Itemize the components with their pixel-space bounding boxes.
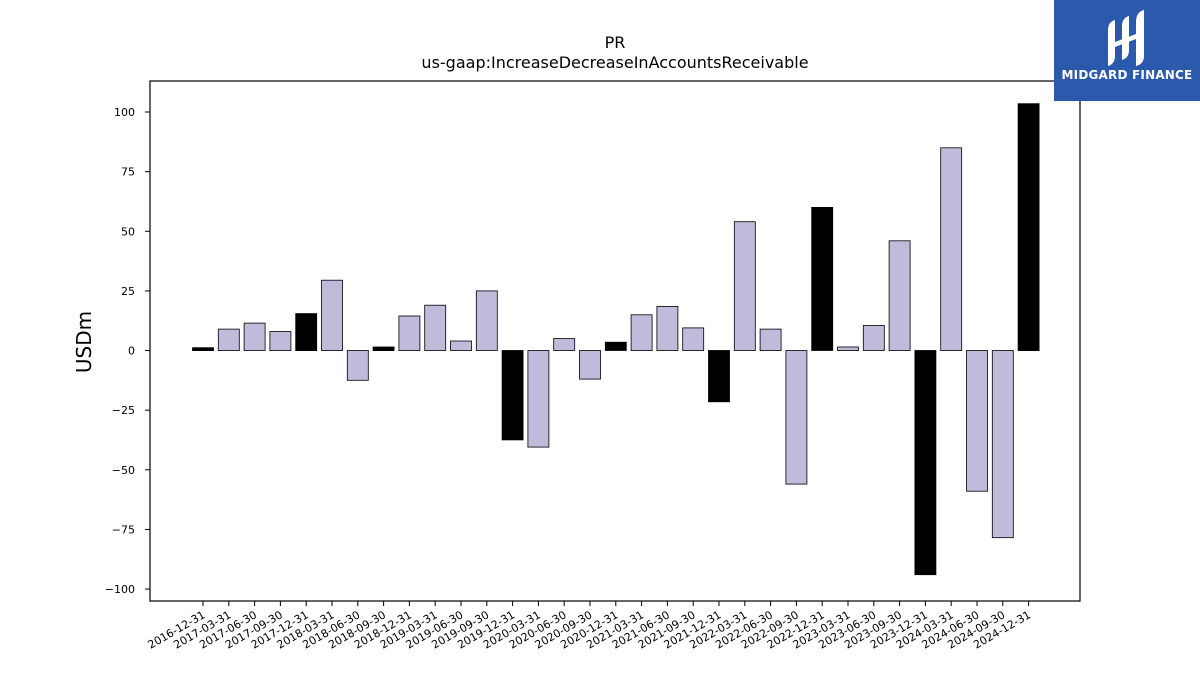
bar-2023-03-31 xyxy=(837,346,859,351)
bar-2019-09-30 xyxy=(475,290,498,351)
y-axis-ticks: 100 75 50 25 0 −25 −50 −75 −100 xyxy=(105,106,150,596)
bar-2021-06-30 xyxy=(656,305,679,351)
bar-2016-12-31 xyxy=(192,347,214,352)
bar-2020-06-30 xyxy=(553,338,576,351)
bar-2022-03-31 xyxy=(733,221,756,351)
plot-frame xyxy=(149,80,1081,602)
bar-2024-12-31 xyxy=(1017,103,1040,351)
bar-2017-03-31 xyxy=(217,328,240,352)
x-axis-ticks: 2016-12-312017-03-312017-06-302017-09-30… xyxy=(146,601,1033,652)
y-axis-label: USDm xyxy=(72,311,96,373)
bar-2023-12-31 xyxy=(914,350,937,576)
bar-2019-03-31 xyxy=(424,304,447,351)
y-tick-label: −50 xyxy=(112,464,135,477)
y-tick-label: −100 xyxy=(105,583,135,596)
bar-2024-09-30 xyxy=(991,350,1014,539)
bar-2017-12-31 xyxy=(295,313,318,352)
midgard-finance-logo: MIDGARD FINANCE xyxy=(1054,0,1200,101)
y-tick-label: 100 xyxy=(114,106,135,119)
bar-2021-03-31 xyxy=(630,314,653,351)
y-tick-label: 75 xyxy=(121,166,135,179)
midgard-logo-icon xyxy=(1108,10,1144,66)
bar-2017-06-30 xyxy=(243,322,266,351)
chart-title: PR xyxy=(605,33,626,52)
bar-2020-03-31 xyxy=(527,350,550,448)
bar-2021-09-30 xyxy=(682,327,705,351)
bar-2017-09-30 xyxy=(269,331,292,352)
chart-subtitle: us-gaap:IncreaseDecreaseInAccountsReceiv… xyxy=(421,53,808,72)
y-tick-label: −25 xyxy=(112,404,135,417)
y-tick-label: 25 xyxy=(121,285,135,298)
logo-text: MIDGARD FINANCE xyxy=(1061,68,1193,82)
bar-2024-03-31 xyxy=(940,147,963,352)
bar-2024-06-30 xyxy=(966,350,988,492)
bar-2023-09-30 xyxy=(888,240,911,351)
bar-2020-12-31 xyxy=(604,341,627,351)
bar-2022-06-30 xyxy=(759,328,782,352)
y-tick-label: 0 xyxy=(128,345,135,358)
bar-2022-12-31 xyxy=(811,206,834,351)
bar-2022-09-30 xyxy=(785,350,808,485)
y-tick-label: −75 xyxy=(112,523,135,536)
bar-2018-03-31 xyxy=(321,279,343,352)
y-tick-label: 50 xyxy=(121,225,135,238)
bar-2018-12-31 xyxy=(398,315,421,351)
bar-2021-12-31 xyxy=(708,350,730,403)
bar-2019-12-31 xyxy=(501,350,524,441)
bar-2023-06-30 xyxy=(862,325,885,351)
bar-2020-09-30 xyxy=(579,350,601,380)
bar-2019-06-30 xyxy=(450,340,472,351)
bar-2018-06-30 xyxy=(346,350,369,381)
bars-group xyxy=(192,103,1040,576)
bar-2018-09-30 xyxy=(372,346,395,351)
